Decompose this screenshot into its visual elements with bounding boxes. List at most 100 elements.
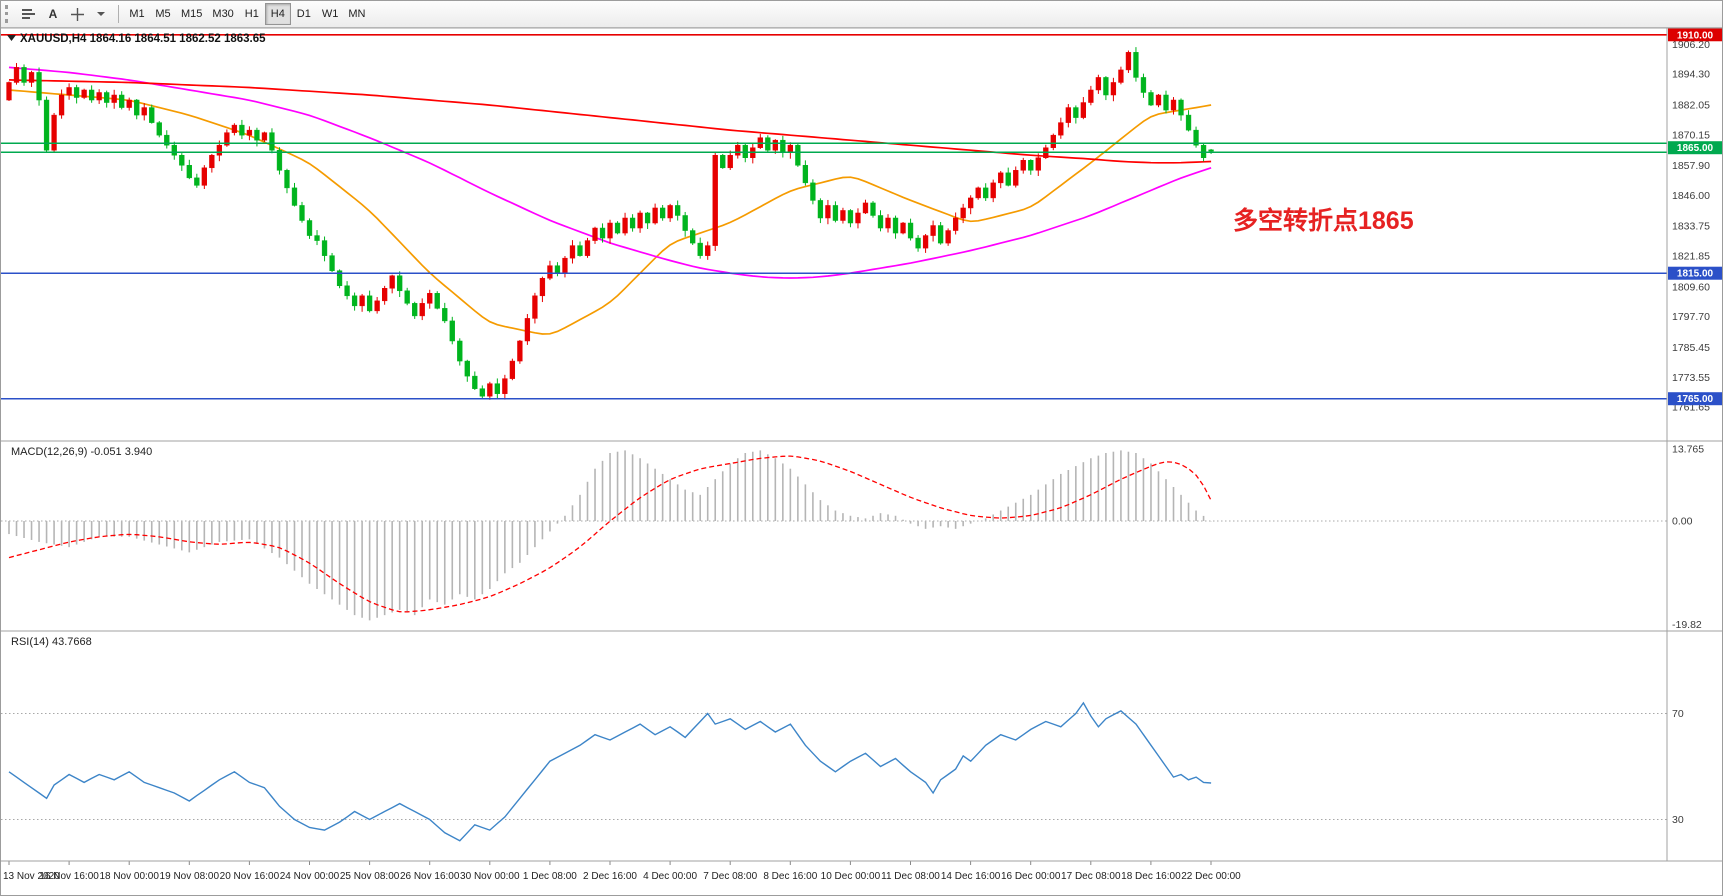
- time-label: 20 Nov 16:00: [220, 871, 280, 882]
- one-click-trading-toggle[interactable]: [7, 35, 16, 41]
- time-label: 8 Dec 16:00: [763, 871, 817, 882]
- candle-body: [1103, 77, 1109, 96]
- candle-body: [817, 200, 824, 219]
- candle-body: [998, 172, 1004, 184]
- timeframe-m30[interactable]: M30: [207, 3, 238, 25]
- candle-body: [727, 154, 733, 169]
- time-label: 7 Dec 08:00: [703, 871, 757, 882]
- shapes-tool-button[interactable]: [65, 3, 89, 25]
- candle-body: [276, 149, 283, 171]
- price-badge-label: 1910.00: [1677, 30, 1714, 41]
- text-tool-button[interactable]: A: [41, 3, 65, 25]
- candle-body: [254, 129, 260, 141]
- timeframe-d1[interactable]: D1: [291, 3, 317, 25]
- candle-body: [366, 295, 373, 312]
- tools-dropdown-button[interactable]: [89, 3, 113, 25]
- price-badge: [1668, 392, 1722, 406]
- price-scale[interactable]: 1906.20 1894.30 1882.05 1870.15 1857.90 1846.…: [1672, 39, 1710, 414]
- price-badge: [1668, 28, 1722, 42]
- timeframe-w1[interactable]: W1: [317, 3, 344, 25]
- candle-body: [21, 67, 27, 83]
- charts-menu-button[interactable]: [17, 3, 41, 25]
- candle-body: [547, 265, 553, 279]
- candle-body: [239, 124, 245, 136]
- price-scale-label: 1785.45: [1672, 342, 1710, 354]
- rsi-panel[interactable]: RSI(14) 43.7668 70 30: [1, 636, 1684, 842]
- price-badge: [1668, 266, 1722, 280]
- candle-body: [524, 318, 531, 342]
- candle-body: [412, 303, 418, 317]
- candle-body: [329, 255, 335, 271]
- candle-body: [802, 165, 809, 184]
- candle-body: [389, 275, 395, 289]
- time-label: 11 Dec 08:00: [881, 871, 940, 882]
- candle-body: [1073, 107, 1079, 118]
- candle-body: [1028, 160, 1034, 171]
- candle-body: [509, 360, 516, 379]
- candle-body: [825, 205, 831, 219]
- rsi-scale-label: 70: [1672, 708, 1684, 720]
- candle-body: [877, 215, 884, 229]
- candle-body: [952, 217, 959, 231]
- timeframe-h4[interactable]: H4: [264, 3, 291, 25]
- candle-body: [1185, 114, 1192, 131]
- candle-body: [261, 132, 268, 141]
- candle-body: [637, 212, 643, 229]
- candle-body: [194, 177, 200, 186]
- annotation-text[interactable]: 多空转折点1865: [1233, 206, 1414, 235]
- rsi-line: [8, 701, 1212, 842]
- candle-body: [359, 295, 365, 307]
- price-scale-label: 1882.05: [1672, 99, 1710, 111]
- ma-fast-orange: [8, 89, 1212, 335]
- horizontal-lines[interactable]: [1, 33, 1667, 400]
- candle-body: [855, 212, 861, 224]
- candle-body: [314, 235, 320, 241]
- candle-body: [216, 144, 223, 156]
- candle-body: [419, 303, 425, 317]
- candle-body: [231, 124, 238, 133]
- candle-body: [1080, 102, 1087, 118]
- candle-body: [134, 99, 140, 116]
- timeframe-m1[interactable]: M1: [124, 3, 150, 25]
- price-scale-label: 1809.60: [1672, 281, 1710, 293]
- price-scale-label: 1833.75: [1672, 221, 1710, 233]
- candle-body: [554, 265, 561, 274]
- chart-title: XAUUSD,H4 1864.16 1864.51 1862.52 1863.6…: [20, 33, 266, 45]
- candle-body: [569, 245, 576, 259]
- candle-body: [607, 222, 613, 239]
- candle-body: [119, 94, 125, 108]
- candle-body: [659, 207, 666, 219]
- candle-body: [1088, 89, 1094, 103]
- candle-body: [1155, 94, 1162, 106]
- candle-body: [1170, 99, 1177, 111]
- toolbar: A M1 M5 M15 M30 H1 H4 D1 W1 MN: [1, 1, 1722, 28]
- candle-body: [1163, 94, 1169, 111]
- candle-body: [472, 375, 478, 389]
- candle-body: [900, 222, 906, 234]
- rsi-label: RSI(14) 43.7668: [11, 636, 92, 648]
- candle-body: [291, 187, 298, 206]
- main-price-panel[interactable]: XAUUSD,H4 1864.16 1864.51 1862.52 1863.6…: [1, 28, 1723, 414]
- time-label: 4 Dec 00:00: [643, 871, 697, 882]
- candle-body: [442, 308, 448, 322]
- toolbar-grip[interactable]: [5, 5, 13, 23]
- time-label: 14 Dec 16:00: [941, 871, 1001, 882]
- price-badge-label: 1865.00: [1677, 143, 1714, 154]
- candle-body: [269, 132, 275, 151]
- candle-body: [66, 87, 72, 96]
- macd-panel[interactable]: MACD(12,26,9) -0.051 3.940 13.765 0.00 -19…: [1, 444, 1704, 632]
- candle-body: [1178, 99, 1184, 116]
- price-badges: 1910.00 1865.00 1815.00 1765.00: [1668, 28, 1722, 406]
- candle-body: [667, 205, 673, 219]
- timeframe-h1[interactable]: H1: [239, 3, 265, 25]
- timeframe-m15[interactable]: M15: [176, 3, 207, 25]
- candle-body: [652, 207, 658, 224]
- timeframe-mn[interactable]: MN: [343, 3, 370, 25]
- candle-body: [1140, 77, 1147, 93]
- candle-body: [742, 144, 748, 159]
- timeframe-m5[interactable]: M5: [150, 3, 176, 25]
- candle-body: [382, 288, 388, 302]
- candle-body: [562, 257, 568, 274]
